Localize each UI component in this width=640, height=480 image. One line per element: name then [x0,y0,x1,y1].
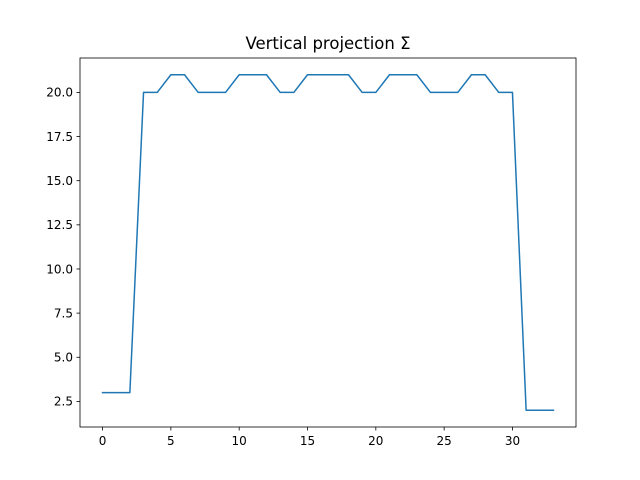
series-line [101,74,555,411]
plot-area [101,74,555,411]
y-tick-label: 2.5 [54,395,73,409]
y-tick-label: 20.0 [46,86,73,100]
y-axis: 2.5 5.0 7.5 10.0 12.5 15.0 17.5 20.0 [46,86,80,409]
y-tick-label: 17.5 [46,130,73,144]
y-tick-label: 10.0 [46,262,73,276]
axes-frame [79,57,577,428]
x-tick-label: 30 [505,434,520,448]
x-axis: 0 5 10 15 20 25 30 [99,427,520,448]
x-tick-label: 5 [167,434,175,448]
y-tick-label: 5.0 [54,351,73,365]
chart-title: Vertical projection Σ [245,34,410,53]
x-tick-label: 15 [300,434,315,448]
x-tick-label: 0 [99,434,107,448]
x-tick-label: 25 [437,434,452,448]
y-tick-label: 7.5 [54,306,73,320]
y-tick-label: 15.0 [46,174,73,188]
x-tick-label: 10 [232,434,247,448]
y-tick-label: 12.5 [46,218,73,232]
x-tick-label: 20 [368,434,383,448]
